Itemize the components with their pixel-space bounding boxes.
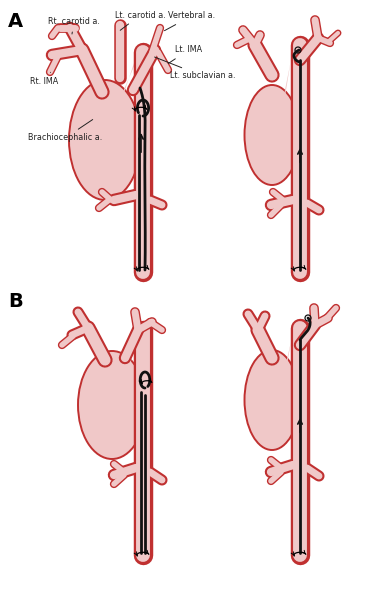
Text: Rt. IMA: Rt. IMA (30, 73, 58, 86)
Polygon shape (136, 92, 151, 272)
Ellipse shape (244, 350, 300, 450)
Text: A: A (8, 12, 23, 31)
Polygon shape (127, 332, 136, 385)
Text: Lt. IMA: Lt. IMA (168, 46, 202, 64)
Text: Vertebral a.: Vertebral a. (165, 11, 215, 31)
Ellipse shape (244, 85, 300, 185)
Text: Brachiocephalic a.: Brachiocephalic a. (28, 119, 102, 142)
Text: B: B (8, 292, 23, 311)
Text: Lt. subclavian a.: Lt. subclavian a. (154, 57, 235, 80)
Text: Rt. carotid a.: Rt. carotid a. (48, 17, 100, 34)
Text: Lt. carotid a.: Lt. carotid a. (115, 10, 166, 31)
Ellipse shape (78, 351, 146, 459)
Polygon shape (115, 57, 136, 120)
Polygon shape (282, 47, 293, 115)
Ellipse shape (69, 80, 141, 200)
Polygon shape (284, 330, 293, 382)
